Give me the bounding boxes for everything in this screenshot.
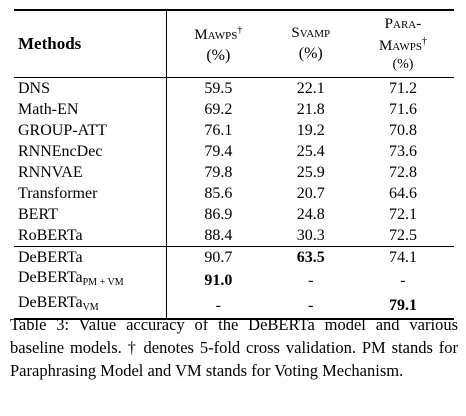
cell-mawps: 79.4 — [204, 142, 233, 160]
table-row: RNNVAE 79.8 25.9 72.8 — [14, 162, 454, 183]
row-method: RNNVAE — [14, 162, 167, 183]
header-mawps-name: Mawps — [194, 27, 238, 43]
cell-paramawps: 64.6 — [388, 184, 417, 202]
cell-svamp: 25.9 — [296, 163, 325, 181]
table-caption: Table 3: Value accuracy of the DeBERTa m… — [10, 315, 458, 380]
cell-paramawps: 70.8 — [388, 121, 417, 139]
table-row: RNNEncDec 79.4 25.4 73.6 — [14, 141, 454, 162]
cell-svamp: 20.7 — [296, 184, 325, 202]
cell-mawps: 76.1 — [204, 121, 233, 139]
table-row: DNS 59.5 22.1 71.2 — [14, 77, 454, 99]
header-mawps: Mawps† (%) — [167, 10, 270, 78]
cell-paramawps: 72.8 — [388, 163, 417, 181]
table-row: DeBERTa 90.7 63.5 74.1 — [14, 246, 454, 268]
table-header-row: Methods Mawps† (%) Svamp (%) Para- Mawps… — [14, 10, 454, 78]
row-method-name: DeBERTa — [18, 294, 83, 311]
cell-paramawps: - — [400, 271, 406, 289]
table-row: Math-EN 69.2 21.8 71.6 — [14, 99, 454, 120]
header-methods: Methods — [14, 10, 167, 78]
cell-svamp: 24.8 — [296, 205, 325, 223]
header-paramawps-mark: † — [421, 36, 427, 47]
header-mawps-mark: † — [237, 25, 243, 36]
cell-mawps: 90.7 — [204, 248, 233, 266]
cell-paramawps: 72.1 — [388, 205, 417, 223]
cell-paramawps: 72.5 — [388, 226, 417, 244]
results-table: Methods Mawps† (%) Svamp (%) Para- Mawps… — [14, 9, 454, 320]
table-row: Transformer 85.6 20.7 64.6 — [14, 183, 454, 204]
row-method: GROUP-ATT — [14, 120, 167, 141]
cell-svamp: 25.4 — [296, 142, 325, 160]
cell-mawps: - — [215, 296, 221, 314]
cell-paramawps: 73.6 — [388, 142, 417, 160]
cell-svamp: 21.8 — [296, 100, 325, 118]
header-paramawps-line1: Para- — [384, 16, 422, 32]
header-paramawps-unit: (%) — [392, 57, 414, 72]
cell-svamp: 30.3 — [296, 226, 325, 244]
cell-svamp: - — [308, 271, 314, 289]
row-method: DNS — [14, 77, 167, 99]
header-svamp: Svamp (%) — [270, 10, 352, 78]
cell-mawps: 91.0 — [204, 271, 233, 289]
cell-paramawps: 71.6 — [388, 100, 417, 118]
row-method: DeBERTa — [14, 246, 167, 268]
cell-mawps: 88.4 — [204, 226, 233, 244]
row-method-subscript: PM + VM — [82, 277, 124, 288]
row-method: DeBERTaPM + VM — [14, 268, 167, 293]
header-paramawps: Para- Mawps† (%) — [352, 10, 454, 78]
row-method-name: DeBERTa — [18, 248, 83, 266]
header-svamp-name: Svamp — [291, 25, 331, 41]
row-method: Math-EN — [14, 99, 167, 120]
table-row: BERT 86.9 24.8 72.1 — [14, 204, 454, 225]
table-row: DeBERTaPM + VM 91.0 - - — [14, 268, 454, 293]
cell-paramawps: 79.1 — [388, 296, 417, 314]
header-mawps-unit: (%) — [206, 47, 231, 64]
row-method: RoBERTa — [14, 225, 167, 247]
cell-mawps: 86.9 — [204, 205, 233, 223]
header-svamp-unit: (%) — [298, 45, 323, 62]
row-method: DeBERTaVM — [14, 293, 167, 319]
cell-svamp: - — [308, 296, 314, 314]
table-row: GROUP-ATT 76.1 19.2 70.8 — [14, 120, 454, 141]
cell-paramawps: 71.2 — [388, 79, 417, 97]
cell-paramawps: 74.1 — [388, 248, 417, 266]
cell-svamp: 19.2 — [296, 121, 325, 139]
table-row: DeBERTaVM - - 79.1 — [14, 293, 454, 319]
row-method: Transformer — [14, 183, 167, 204]
cell-svamp: 63.5 — [296, 248, 325, 266]
cell-mawps: 69.2 — [204, 100, 233, 118]
row-method-subscript: VM — [82, 302, 99, 313]
header-paramawps-line2: Mawps — [378, 38, 422, 54]
cell-mawps: 85.6 — [204, 184, 233, 202]
cell-mawps: 79.8 — [204, 163, 233, 181]
row-method-name: DeBERTa — [18, 269, 83, 286]
cell-mawps: 59.5 — [204, 79, 233, 97]
row-method: BERT — [14, 204, 167, 225]
row-method: RNNEncDec — [14, 141, 167, 162]
cell-svamp: 22.1 — [296, 79, 325, 97]
table-row: RoBERTa 88.4 30.3 72.5 — [14, 225, 454, 247]
